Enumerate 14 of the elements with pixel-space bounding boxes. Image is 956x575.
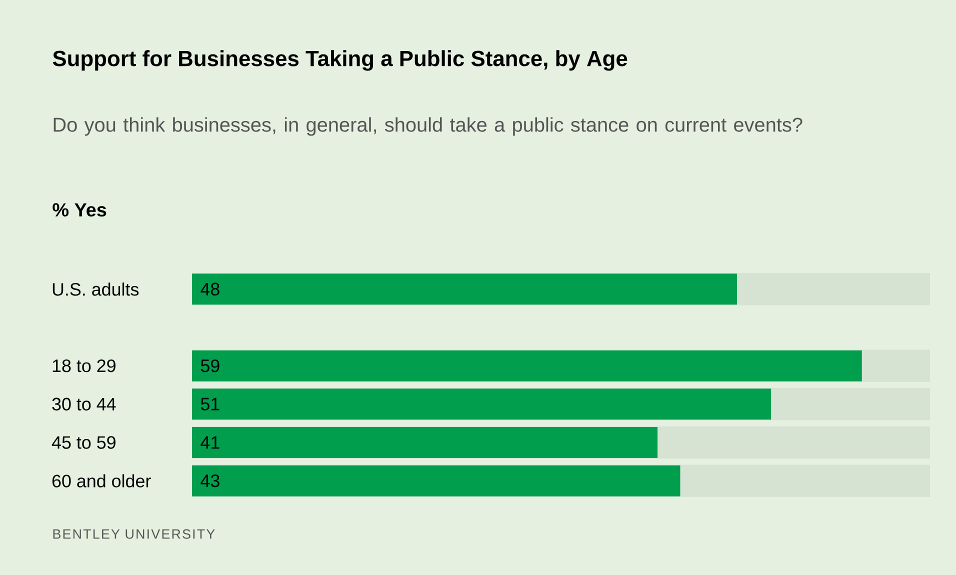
y-tick-label: U.S. adults — [52, 282, 139, 296]
y-tick-label: 18 to 29 — [52, 359, 116, 372]
text: BENTLEY UNIVERSITY — [53, 529, 215, 539]
y-tick-label: 60 and older — [52, 474, 151, 488]
x-axis-title: % Yes — [52, 203, 106, 217]
y-tick-label: 30 to 44 — [52, 398, 116, 410]
data-label: 48 — [200, 282, 220, 296]
data-label: 51 — [200, 398, 220, 410]
data-label: 41 — [200, 436, 220, 449]
y-tick-label: 45 to 59 — [52, 436, 116, 449]
data-label: 43 — [200, 474, 220, 488]
data-label: 59 — [200, 359, 220, 372]
chart-subtitle: Do you think businesses, in general, should take a public stance on current events? — [54, 117, 802, 136]
chart-title: Support for Businesses Taking a Public Stance, by Age — [52, 50, 628, 71]
